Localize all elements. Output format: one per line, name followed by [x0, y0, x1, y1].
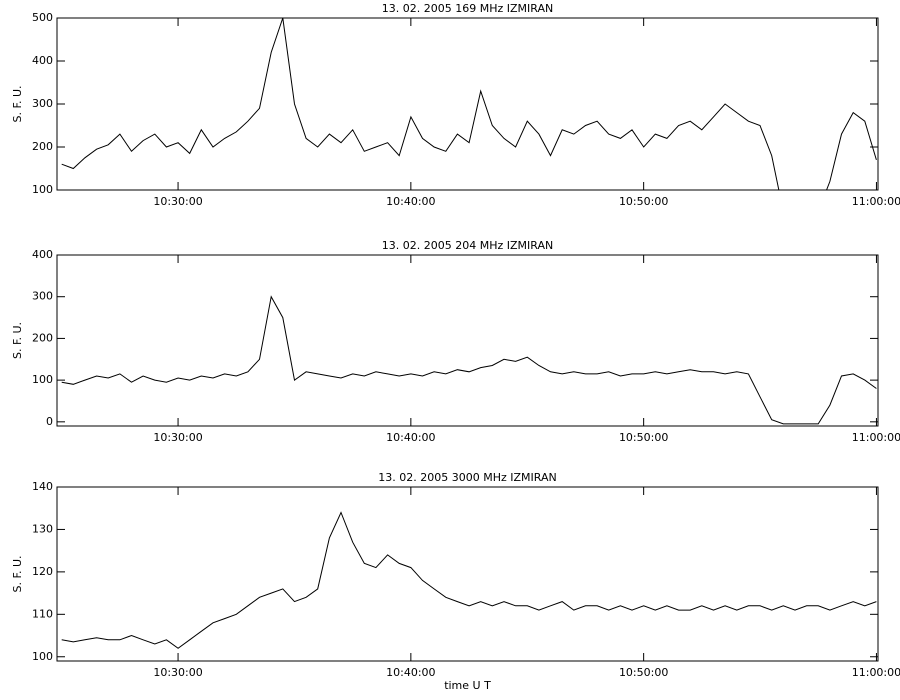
chart-title: 13. 02. 2005 169 MHz IZMIRAN	[382, 2, 553, 15]
plot-frame	[56, 17, 879, 191]
plot-frame	[56, 254, 879, 427]
x-tick-label: 11:00:00	[852, 666, 900, 679]
plot-frame	[56, 486, 879, 662]
x-tick-label: 11:00:00	[852, 431, 900, 444]
y-tick-label: 200	[32, 331, 53, 344]
x-tick-label: 10:40:00	[386, 195, 435, 208]
y-tick-label: 500	[32, 11, 53, 24]
y-tick-label: 100	[32, 373, 53, 386]
y-tick-label: 100	[32, 650, 53, 663]
y-axis-label: S. F. U.	[11, 555, 24, 592]
y-tick-label: 120	[32, 565, 53, 578]
x-tick-label: 10:50:00	[619, 195, 668, 208]
y-tick-label: 100	[32, 183, 53, 196]
x-tick-label: 10:30:00	[153, 666, 202, 679]
y-tick-label: 0	[46, 415, 53, 428]
x-tick-label: 10:50:00	[619, 431, 668, 444]
chart-title: 13. 02. 2005 204 MHz IZMIRAN	[382, 239, 553, 252]
x-tick-label: 10:30:00	[153, 195, 202, 208]
x-tick-label: 10:40:00	[386, 431, 435, 444]
y-tick-label: 110	[32, 607, 53, 620]
data-line	[61, 18, 877, 190]
x-tick-label: 10:40:00	[386, 666, 435, 679]
y-tick-label: 400	[32, 54, 53, 67]
y-tick-label: 140	[32, 480, 53, 493]
x-tick-label: 10:30:00	[153, 431, 202, 444]
y-tick-label: 200	[32, 140, 53, 153]
y-tick-label: 130	[32, 522, 53, 535]
x-tick-label: 11:00:00	[852, 195, 900, 208]
y-axis-label: S. F. U.	[11, 85, 24, 122]
chart-title: 13. 02. 2005 3000 MHz IZMIRAN	[378, 471, 556, 484]
y-tick-label: 300	[32, 97, 53, 110]
y-tick-label: 400	[32, 248, 53, 261]
y-axis-label: S. F. U.	[11, 322, 24, 359]
x-axis-label: time U T	[444, 679, 491, 692]
data-line	[61, 511, 877, 649]
y-tick-label: 300	[32, 290, 53, 303]
x-tick-label: 10:50:00	[619, 666, 668, 679]
data-line	[61, 295, 877, 425]
